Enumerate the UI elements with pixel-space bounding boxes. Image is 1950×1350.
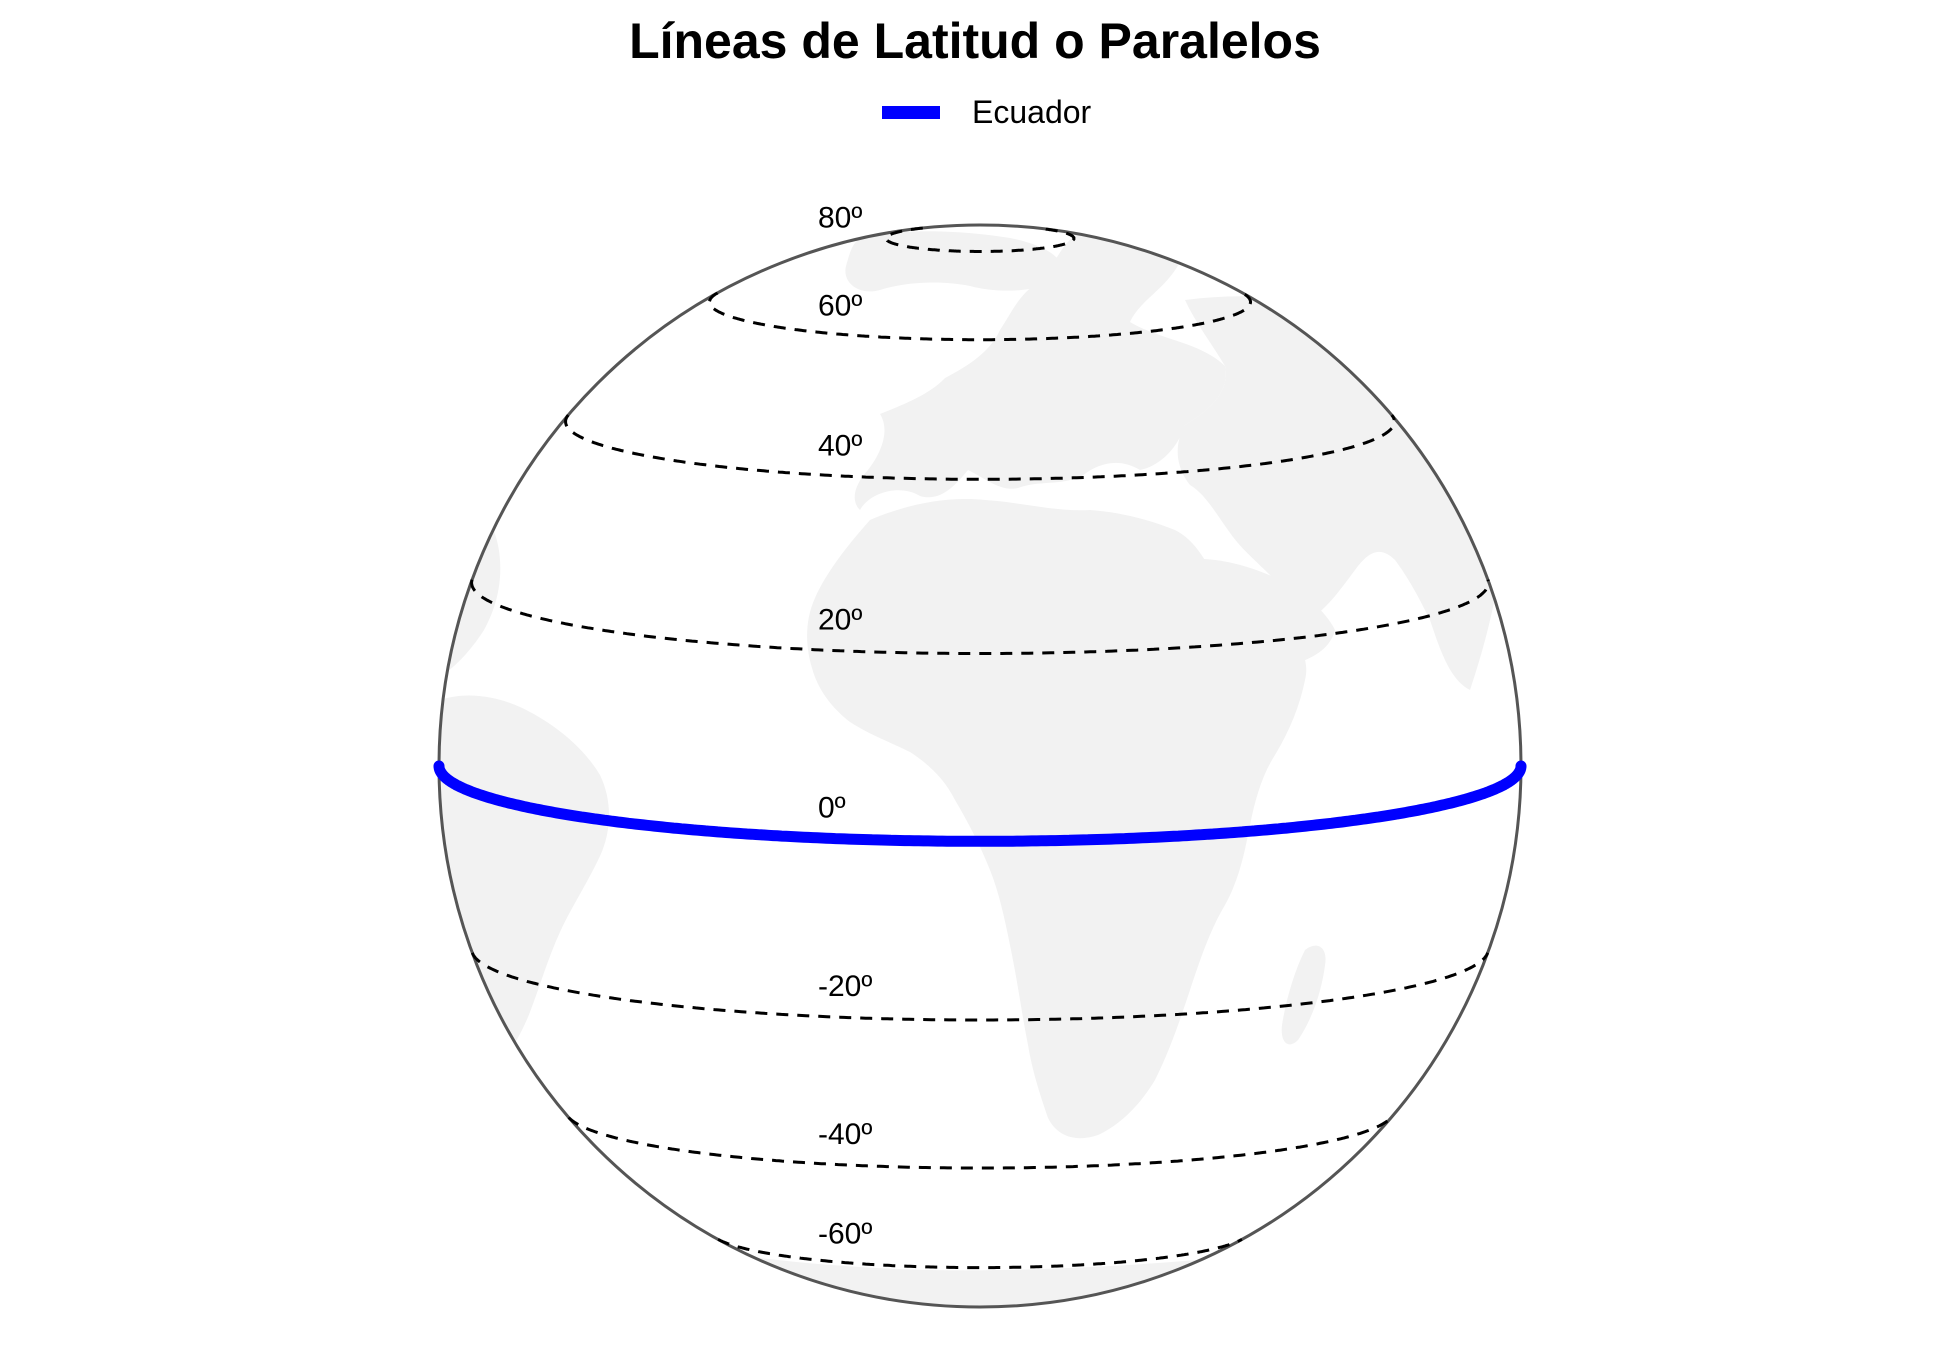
parallel-line [708, 291, 1252, 342]
land-south-america [439, 695, 609, 1079]
parallel-labels-layer: 80º 60º 40º 20º 0º -20º -40º -60º [818, 202, 872, 1251]
land-north-america [439, 470, 501, 682]
legend-label-equator: Ecuador [972, 93, 1092, 130]
parallel-label: 0º [818, 791, 846, 824]
map-title: Líneas de Latitud o Paralelos [629, 13, 1321, 69]
parallel-label: -40º [818, 1118, 872, 1151]
parallel-line [564, 414, 1396, 481]
parallel-line [470, 952, 1490, 1022]
parallels-layer [433, 226, 1527, 1270]
parallel-label: 80º [818, 202, 862, 235]
legend: Ecuador [882, 88, 1091, 136]
parallel-line [884, 226, 1076, 253]
land-antarctica [700, 1250, 1280, 1307]
parallel-line [717, 1238, 1243, 1270]
land-masses [439, 230, 1506, 1307]
land-europe [854, 230, 1226, 510]
parallel-label: -60º [818, 1218, 872, 1251]
parallel-label: -20º [818, 970, 872, 1003]
parallel-label: 20º [818, 604, 862, 637]
parallel-label: 60º [818, 290, 862, 323]
parallel-line [470, 579, 1490, 655]
legend-swatch-equator [882, 105, 940, 119]
land-africa [807, 499, 1307, 1139]
land-madagascar [1281, 945, 1326, 1045]
parallel-label: 40º [818, 429, 862, 462]
parallel-line [567, 1116, 1393, 1170]
equator-line [433, 760, 1527, 847]
land-arctic [845, 231, 1063, 292]
